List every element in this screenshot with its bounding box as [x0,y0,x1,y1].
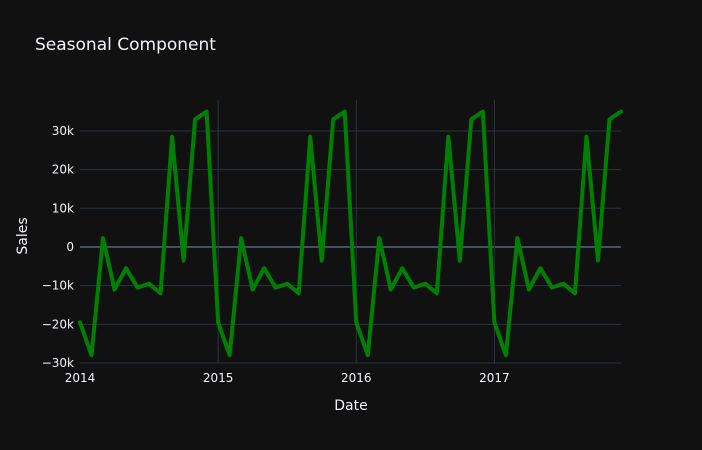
series-layer [78,109,623,358]
y-tick-label: 10k [52,201,74,215]
y-axis-title: Sales [15,217,31,254]
y-tick-label: −30k [42,356,74,370]
y-tick-label: −20k [42,317,74,331]
y-tick-label: 0 [66,240,74,254]
x-tick-label: 2016 [341,371,372,385]
chart-title: Seasonal Component [35,35,216,55]
y-axis-ticks: −30k −20k −10k 0 10k 20k 30k [42,124,74,370]
x-tick-label: 2017 [479,371,510,385]
x-tick-label: 2014 [65,371,96,385]
series-line [78,109,623,358]
y-tick-label: 20k [52,163,74,177]
y-tick-label: −10k [42,279,74,293]
y-tick-label: 30k [52,124,74,138]
x-tick-label: 2015 [203,371,234,385]
x-axis-title: Date [334,398,367,414]
x-axis-ticks: 2014 2015 2016 2017 [65,371,510,385]
